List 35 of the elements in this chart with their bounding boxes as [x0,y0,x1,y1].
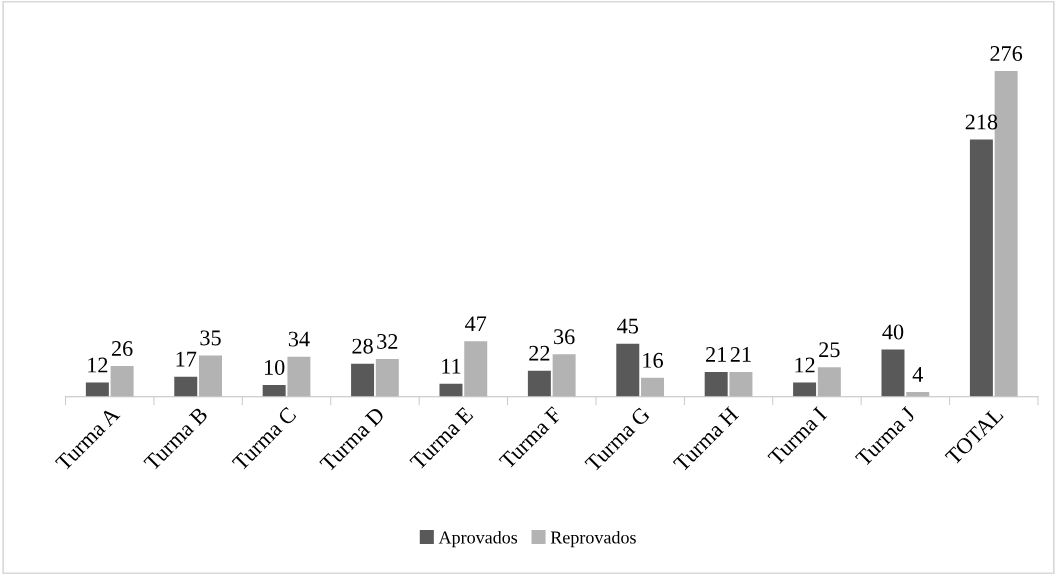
data-label: 34 [288,331,310,347]
data-label: 47 [465,316,487,331]
data-label: 218 [965,114,998,130]
bar [793,382,817,397]
bar [174,376,198,397]
bar [881,349,905,397]
bar [969,139,993,397]
bar [704,371,728,397]
bar [262,384,286,397]
data-label: 25 [819,342,840,358]
data-label: 10 [265,359,285,375]
data-label: 17 [176,351,197,367]
data-label: 12 [88,357,108,373]
data-label: 35 [200,330,221,346]
data-label: 12 [795,357,815,373]
bar [616,343,640,397]
data-label: 45 [617,318,639,334]
data-label: 11 [442,358,461,374]
legend-label: Aprovados [438,530,518,548]
data-label: 21 [730,346,751,362]
data-label: 36 [554,329,575,345]
bar [85,382,109,397]
data-label: 32 [377,333,398,349]
legend-label: Reprovados [550,530,636,548]
data-label: 26 [111,341,133,356]
bar [351,363,375,397]
bar [439,383,463,397]
data-label: 16 [643,352,663,368]
data-label: 40 [882,324,904,340]
data-label: 276 [990,46,1023,62]
data-label: 21 [706,346,726,362]
data-label: 4 [912,367,923,382]
bar [527,370,551,397]
data-label: 28 [352,338,373,354]
data-label: 22 [529,345,550,361]
